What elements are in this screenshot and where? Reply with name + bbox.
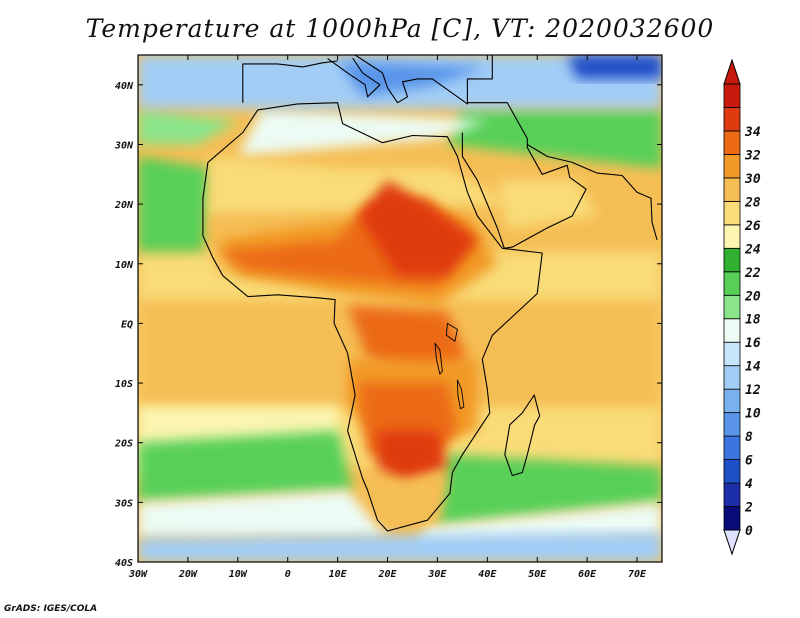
lon-tick-label: 70E <box>628 569 647 580</box>
lat-tick-label: 30N <box>114 140 134 151</box>
colorbar-swatch <box>723 83 741 108</box>
colorbar-label: 24 <box>744 242 761 257</box>
lon-tick-label: 10W <box>229 569 248 580</box>
lon-tick-label: 30E <box>427 569 447 580</box>
lat-tick-label: EQ <box>121 319 133 330</box>
colorbar-under-arrow <box>723 529 741 556</box>
colorbar-label: 20 <box>744 289 761 304</box>
lon-tick-label: 10E <box>329 569 348 580</box>
colorbar-label: 34 <box>744 125 761 140</box>
lat-tick-label: 40S <box>115 558 133 569</box>
lon-tick-label: 30W <box>128 569 148 580</box>
colorbar-label: 2 <box>744 501 753 516</box>
colorbar-label: 6 <box>745 454 753 469</box>
lat-tick-label: 20S <box>114 439 133 450</box>
colorbar-label: 8 <box>745 430 753 445</box>
colorbar-over-arrow <box>723 58 741 85</box>
colorbar-label: 26 <box>744 219 761 234</box>
colorbar-swatch <box>723 482 741 507</box>
colorbar-label: 12 <box>745 383 761 398</box>
colorbar-swatch <box>723 247 741 273</box>
lon-tick-label: 40E <box>478 569 497 580</box>
colorbar-swatch <box>723 459 741 484</box>
colorbar-swatch <box>723 130 741 155</box>
colorbar-swatch <box>723 435 741 460</box>
colorbar-label: 10 <box>745 407 761 422</box>
colorbar-label: 14 <box>745 360 761 375</box>
colorbar-swatch <box>723 271 741 296</box>
lat-tick-label: 10S <box>115 379 133 390</box>
footer-credit: GrADS: IGES/COLA <box>4 604 98 614</box>
colorbar-swatch <box>723 388 741 414</box>
lon-tick-label: 20W <box>178 569 198 580</box>
lat-tick-label: 40N <box>115 81 134 92</box>
colorbar-swatch <box>723 294 741 320</box>
colorbar-swatch <box>723 107 741 132</box>
colorbar-label: 28 <box>744 195 761 210</box>
colorbar-swatch <box>723 506 741 531</box>
coastlines-borders <box>202 55 658 532</box>
lat-tick-label: 10N <box>115 260 134 271</box>
colorbar-label: 22 <box>744 266 761 281</box>
lon-tick-label: 20E <box>377 569 397 580</box>
colorbar-label: 32 <box>744 148 761 163</box>
colorbar-swatch <box>723 412 741 437</box>
colorbar-swatch <box>723 177 741 202</box>
latitude-axis: 40S 30S 20S 10S EQ 10N 20N 30N 40N <box>114 81 662 569</box>
colorbar-label: 4 <box>745 477 753 492</box>
colorbar-swatch <box>723 365 741 390</box>
colorbar-label: 16 <box>745 336 761 351</box>
lon-tick-label: 50E <box>528 569 547 580</box>
temperature-field <box>138 55 662 562</box>
colorbar-label: 0 <box>745 524 753 539</box>
map-title: Temperature at 1000hPa [C], VT: 20200326… <box>85 14 715 43</box>
lat-tick-label: 20N <box>114 200 134 211</box>
lat-tick-label: 30S <box>114 498 133 509</box>
colorbar-swatch <box>723 224 741 249</box>
longitude-axis: 30W 20W 10W 0 10E 20E 30E 40E 50E 60E 70E <box>128 55 647 580</box>
colorbar-label: 18 <box>745 313 761 328</box>
plot-frame <box>137 54 663 563</box>
colorbar-swatch <box>723 200 741 226</box>
lon-tick-label: 60E <box>578 569 597 580</box>
colorbar-swatch <box>723 154 741 179</box>
lon-tick-label: 0 <box>285 569 291 580</box>
colorbar-swatch <box>723 341 741 367</box>
colorbar-swatch <box>723 318 741 343</box>
colorbar-label: 30 <box>744 172 761 187</box>
